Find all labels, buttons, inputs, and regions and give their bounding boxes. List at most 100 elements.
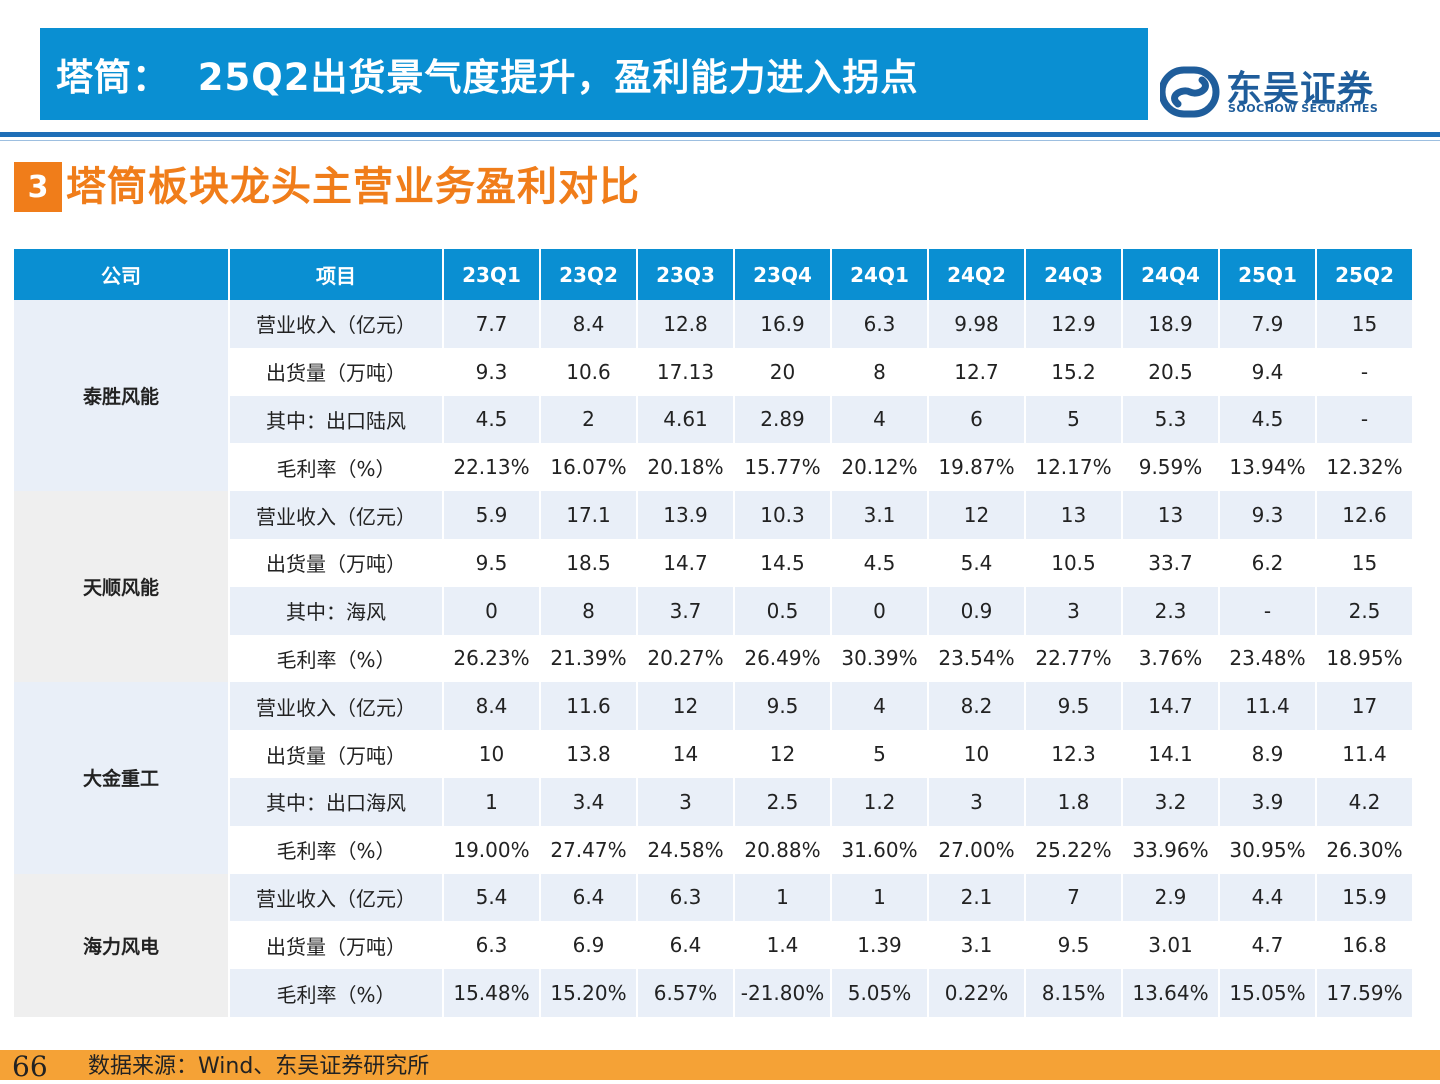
soochow-logo-icon	[1160, 66, 1220, 118]
value-cell: 12.8	[637, 300, 735, 348]
table-row: 其中：出口陆风 4.5 2 4.61 2.89 4 6 5 5.3 4.5-	[14, 395, 1412, 444]
value-cell: 12	[734, 730, 832, 778]
metric-name-cell: 营业收入（亿元）	[229, 873, 444, 922]
value-cell: 21.39%	[540, 634, 638, 683]
value-cell: 30.39%	[831, 634, 929, 683]
value-cell: 10	[443, 730, 541, 778]
value-cell: 11.4	[1342, 742, 1387, 767]
value-cell: 1.2	[831, 777, 929, 826]
title-bar: 塔筒： 25Q2出货景气度提升，盈利能力进入拐点	[40, 28, 1148, 120]
value-cell: 9.5	[1025, 921, 1123, 970]
metric-name-cell: 出货量（万吨）	[229, 347, 444, 396]
value-cell: 9.3	[443, 347, 541, 396]
value-cell: 1	[734, 873, 832, 922]
table-row: 其中：出口海风 1 3.4 3 2.5 1.2 3 1.8 3.2 3.9 4.2	[14, 777, 1412, 826]
column-header-quarter: 24Q3	[1025, 249, 1123, 300]
table-row: 天顺风能 营业收入（亿元） 5.9 17.1 13.9 10.3 3.1 12 13 13 9.3 1…	[14, 491, 1412, 683]
value-cell: 9.59%	[1122, 443, 1220, 492]
value-cell: 14.7	[1122, 682, 1220, 731]
data-source: 数据来源：Wind、东吴证券研究所	[88, 1054, 430, 1079]
column-header-company: 公司	[14, 249, 230, 300]
value-cell: 8.4	[540, 300, 638, 348]
value-cell: 16.9	[734, 300, 832, 348]
value-cell: 20.27%	[637, 634, 735, 683]
value-cell: 1.4	[734, 921, 832, 970]
company-logo: 东吴证券 SOOCHOW SECURITIES	[1160, 60, 1379, 120]
value-cell: 9.3	[1219, 491, 1317, 539]
value-cell: 8.15%	[1025, 969, 1123, 1017]
profitability-table: 公司 项目 23Q1 23Q2 23Q3 23Q4 24Q1 24Q2 24Q3 24Q4 25Q1…	[14, 249, 1412, 1017]
value-cell: 18.95%	[1326, 646, 1403, 671]
value-cell: -	[1360, 359, 1369, 384]
value-cell: 11.6	[540, 682, 638, 731]
value-cell: 8	[540, 586, 638, 635]
value-cell: 3.01	[1122, 921, 1220, 970]
value-cell: 3.1	[928, 921, 1026, 970]
value-cell: 5.3	[1122, 395, 1220, 444]
value-cell: 13.9	[637, 491, 735, 539]
company-name-cell: 天顺风能	[14, 491, 230, 683]
value-cell: 4.61	[637, 395, 735, 444]
table-header-row: 公司 项目 23Q1 23Q2 23Q3 23Q4 24Q1 24Q2 24Q3 24Q4 25Q1…	[14, 249, 1412, 300]
logo-english-name: SOOCHOW SECURITIES	[1228, 102, 1379, 115]
value-cell: 19.87%	[928, 443, 1026, 492]
value-cell: 2.1	[928, 873, 1026, 922]
value-cell: 4	[831, 682, 929, 731]
value-cell: 8.9	[1219, 730, 1317, 778]
value-cell: 15.77%	[734, 443, 832, 492]
value-cell: 5.4	[443, 873, 541, 922]
value-cell: 25.22%	[1025, 825, 1123, 874]
value-cell: 19.00%	[443, 825, 541, 874]
metric-name-cell: 营业收入（亿元）	[229, 491, 444, 539]
value-cell: 4.4	[1219, 873, 1317, 922]
value-cell: 7	[1025, 873, 1123, 922]
column-header-quarter: 23Q3	[637, 249, 735, 300]
value-cell: 2.5	[734, 777, 832, 826]
value-cell: 10.3	[734, 491, 832, 539]
value-cell: 9.5	[734, 682, 832, 731]
value-cell: 3.2	[1122, 777, 1220, 826]
value-cell: 27.47%	[540, 825, 638, 874]
value-cell: 2	[540, 395, 638, 444]
value-cell: 26.30%	[1326, 837, 1403, 862]
value-cell: 12	[928, 491, 1026, 539]
value-cell: 7.7	[443, 300, 541, 348]
value-cell: 8	[831, 347, 929, 396]
value-cell: 16.8	[1342, 933, 1387, 958]
value-cell: 15	[1351, 550, 1378, 575]
value-cell: 4.5	[443, 395, 541, 444]
value-cell: 15.05%	[1219, 969, 1317, 1017]
value-cell: 9.5	[443, 538, 541, 587]
value-cell: 12.9	[1025, 300, 1123, 348]
value-cell: 3	[1025, 586, 1123, 635]
column-header-quarter: 25Q1	[1219, 249, 1317, 300]
company-name-cell: 泰胜风能	[14, 300, 230, 492]
metric-name-cell: 毛利率（%）	[229, 443, 444, 492]
table-row: 泰胜风能 营业收入（亿元） 7.7 8.4 12.8 16.9 6.3 9.98 12.9 18.…	[14, 300, 1412, 492]
value-cell: 1.39	[831, 921, 929, 970]
value-cell: 3	[928, 777, 1026, 826]
value-cell: 12.17%	[1025, 443, 1123, 492]
metric-name-cell: 毛利率（%）	[229, 969, 444, 1017]
value-cell: 17.1	[540, 491, 638, 539]
value-cell: 11.4	[1219, 682, 1317, 731]
value-cell: 20.88%	[734, 825, 832, 874]
value-cell: 18.5	[540, 538, 638, 587]
value-cell: 3.4	[540, 777, 638, 826]
value-cell: 6.2	[1219, 538, 1317, 587]
table-row: 出货量（万吨） 9.3 10.6 17.13 20 8 12.7 15.2 20.5 9.4 -	[14, 347, 1412, 396]
footer-bar	[0, 1050, 1440, 1080]
value-cell: 33.7	[1122, 538, 1220, 587]
value-cell: 3.7	[637, 586, 735, 635]
value-cell: 6.57%	[637, 969, 735, 1017]
value-cell: 5	[1025, 395, 1123, 444]
company-name-cell: 海力风电	[14, 873, 230, 1017]
metric-name-cell: 其中：出口陆风	[229, 395, 444, 444]
value-cell: 12.7	[928, 347, 1026, 396]
value-cell: 22.77%	[1025, 634, 1123, 683]
value-cell: 15.2	[1025, 347, 1123, 396]
value-cell: 6.3	[637, 873, 735, 922]
value-cell: 6.3	[443, 921, 541, 970]
value-cell: 4.5	[831, 538, 929, 587]
value-cell: 14.1	[1122, 730, 1220, 778]
